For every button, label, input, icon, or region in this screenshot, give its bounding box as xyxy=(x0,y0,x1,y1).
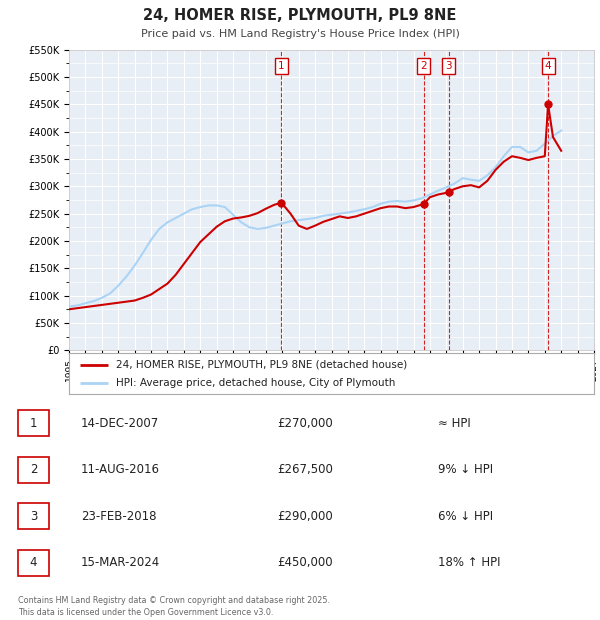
Text: HPI: Average price, detached house, City of Plymouth: HPI: Average price, detached house, City… xyxy=(116,378,395,388)
Text: 24, HOMER RISE, PLYMOUTH, PL9 8NE: 24, HOMER RISE, PLYMOUTH, PL9 8NE xyxy=(143,8,457,23)
Text: £450,000: £450,000 xyxy=(277,556,332,569)
FancyBboxPatch shape xyxy=(18,503,49,529)
Text: Price paid vs. HM Land Registry's House Price Index (HPI): Price paid vs. HM Land Registry's House … xyxy=(140,29,460,39)
Text: 14-DEC-2007: 14-DEC-2007 xyxy=(81,417,160,430)
Text: 11-AUG-2016: 11-AUG-2016 xyxy=(81,463,160,476)
Text: 2: 2 xyxy=(420,61,427,71)
Text: 1: 1 xyxy=(278,61,285,71)
Text: £270,000: £270,000 xyxy=(277,417,333,430)
FancyBboxPatch shape xyxy=(18,456,49,482)
Text: Contains HM Land Registry data © Crown copyright and database right 2025.
This d: Contains HM Land Registry data © Crown c… xyxy=(18,596,330,617)
Text: £267,500: £267,500 xyxy=(277,463,333,476)
FancyBboxPatch shape xyxy=(18,549,49,575)
Text: 1: 1 xyxy=(30,417,37,430)
Text: 24, HOMER RISE, PLYMOUTH, PL9 8NE (detached house): 24, HOMER RISE, PLYMOUTH, PL9 8NE (detac… xyxy=(116,360,407,370)
Text: 4: 4 xyxy=(545,61,551,71)
Text: 3: 3 xyxy=(30,510,37,523)
Text: 9% ↓ HPI: 9% ↓ HPI xyxy=(438,463,493,476)
Text: 18% ↑ HPI: 18% ↑ HPI xyxy=(438,556,501,569)
Text: 6% ↓ HPI: 6% ↓ HPI xyxy=(438,510,493,523)
Text: 23-FEB-2018: 23-FEB-2018 xyxy=(81,510,157,523)
Text: 2: 2 xyxy=(30,463,37,476)
Text: ≈ HPI: ≈ HPI xyxy=(438,417,471,430)
Text: 4: 4 xyxy=(30,556,37,569)
Text: 15-MAR-2024: 15-MAR-2024 xyxy=(81,556,160,569)
FancyBboxPatch shape xyxy=(18,410,49,436)
Text: 3: 3 xyxy=(445,61,452,71)
Text: £290,000: £290,000 xyxy=(277,510,333,523)
